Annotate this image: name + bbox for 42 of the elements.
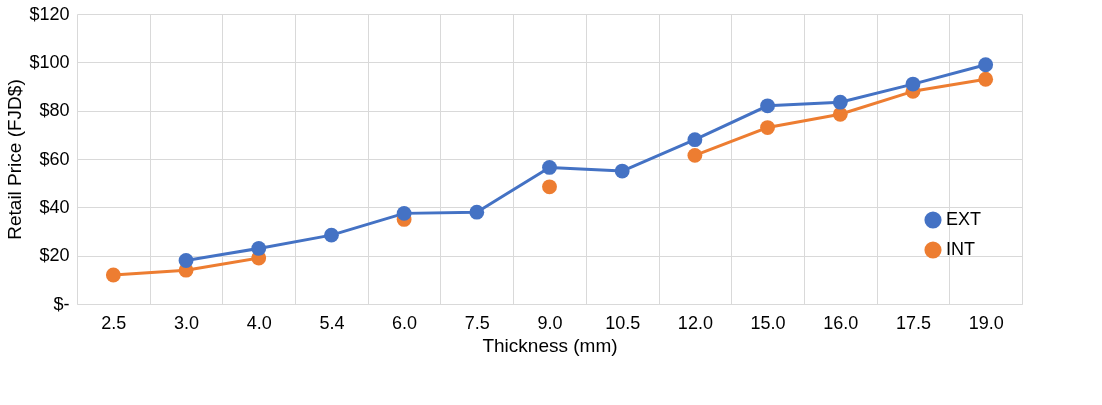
point — [832, 106, 848, 122]
point — [542, 160, 557, 175]
y-tick-label: $60 — [39, 148, 70, 169]
x-tick-label: 5.4 — [319, 312, 345, 333]
y-tick-label: $- — [53, 293, 70, 314]
y-tick-label: $20 — [39, 245, 70, 266]
x-tick-label: 17.5 — [895, 312, 931, 333]
x-tick-label: 10.5 — [605, 312, 641, 333]
point — [832, 94, 848, 110]
x-axis-title: Thickness (mm) — [482, 334, 618, 356]
x-tick-label: 12.0 — [677, 312, 713, 333]
y-axis-title: Retail Price (FJD$) — [4, 79, 26, 240]
x-tick-label: 7.5 — [464, 312, 490, 333]
x-tick-label: 9.0 — [537, 312, 563, 333]
legend-label: EXT — [946, 209, 982, 229]
y-tick-label: $80 — [39, 100, 70, 121]
x-tick-label: 3.0 — [174, 312, 200, 333]
x-tick-label: 19.0 — [968, 312, 1004, 333]
legend-label: INT — [946, 239, 975, 259]
point — [396, 205, 412, 221]
point — [760, 98, 775, 114]
point — [542, 179, 557, 195]
x-tick-label: 15.0 — [750, 312, 786, 333]
point — [469, 204, 485, 220]
point — [905, 76, 921, 92]
y-tick-label: $40 — [39, 196, 70, 217]
y-tick-label: $100 — [29, 51, 70, 72]
point — [324, 227, 339, 243]
x-tick-label: 16.0 — [823, 312, 859, 333]
point — [978, 71, 994, 87]
x-tick-label: 2.5 — [101, 312, 127, 333]
point — [687, 132, 703, 148]
point — [760, 120, 775, 135]
point — [251, 241, 267, 256]
x-tick-label: 6.0 — [392, 312, 418, 333]
x-tick-label: 4.0 — [246, 312, 272, 333]
point — [105, 267, 121, 283]
point — [687, 147, 703, 163]
point — [978, 57, 994, 73]
y-tick-label: $120 — [29, 3, 70, 24]
point — [178, 253, 194, 268]
point — [614, 163, 630, 179]
